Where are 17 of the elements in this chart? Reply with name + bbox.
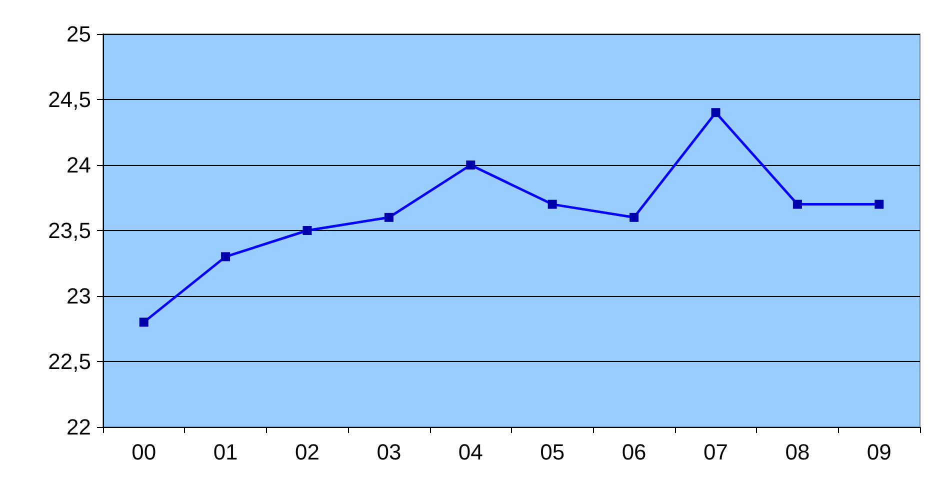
y-tick-label: 22,5 bbox=[48, 349, 91, 374]
x-tick-label: 03 bbox=[376, 440, 402, 464]
y-tick-label: 24 bbox=[66, 152, 91, 178]
y-tick-label: 25 bbox=[66, 22, 91, 46]
y-tick-label: 24,5 bbox=[48, 87, 91, 112]
x-tick-label: 08 bbox=[785, 440, 810, 464]
y-tick-label: 23,5 bbox=[48, 218, 91, 243]
x-tick-label: 02 bbox=[295, 440, 320, 464]
x-tick-label: 05 bbox=[540, 440, 565, 464]
x-tick-label: 09 bbox=[866, 440, 892, 464]
x-tick-label: 01 bbox=[213, 440, 238, 464]
y-tick-label: 22 bbox=[66, 414, 91, 440]
x-tick-label: 00 bbox=[132, 440, 156, 464]
x-tick-label: 04 bbox=[458, 440, 483, 464]
y-tick-label: 23 bbox=[66, 284, 91, 308]
x-tick-label: 07 bbox=[704, 440, 728, 464]
x-tick-label: 06 bbox=[622, 440, 646, 464]
